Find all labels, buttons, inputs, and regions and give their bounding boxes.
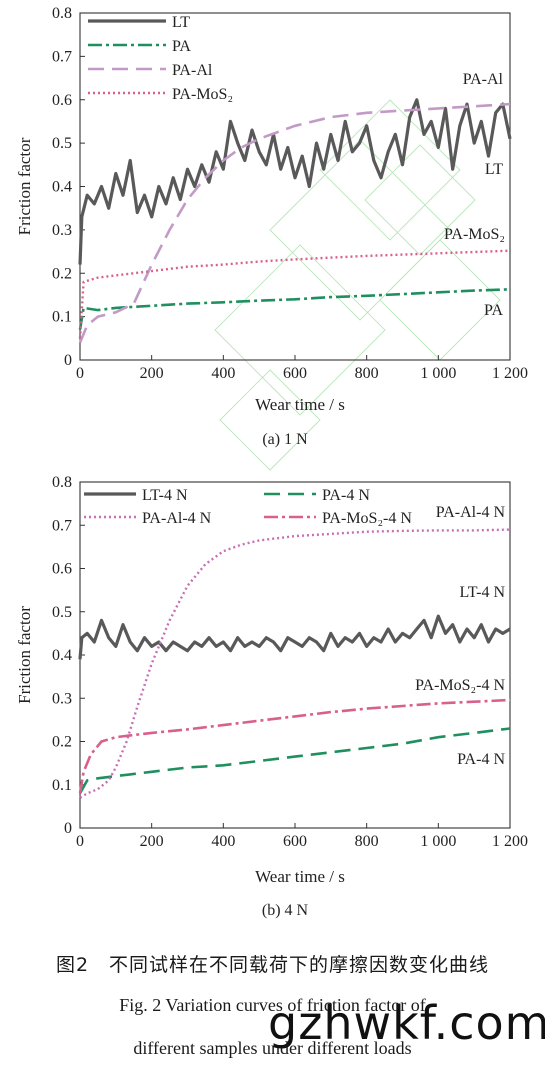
x-tick-label: 600: [283, 365, 307, 382]
series-line-pa: [78, 288, 511, 330]
figure-caption-chinese: 图2 不同试样在不同载荷下的摩擦因数变化曲线: [55, 954, 490, 976]
curve-label: PA-MoS₂-4 N: [415, 677, 505, 694]
legend-label: PA-Al: [172, 62, 213, 79]
curve-label: PA: [484, 302, 503, 319]
watermark-diamond: [269, 139, 451, 321]
y-tick-label: 0.8: [52, 474, 72, 491]
y-tick-label: 0.2: [52, 265, 72, 282]
chart-panel-4N: 0 0.1 0.2 0.3 0.4 0.5 0.6 0.7 0.8 0 200 400 600 800 1 …: [15, 474, 528, 919]
y-tick-label: 0.5: [52, 135, 72, 152]
panel-label: (b) 4 N: [262, 902, 309, 919]
y-axis-title: Friction factor: [15, 606, 34, 704]
legend-label: PA-Al-4 N: [142, 510, 212, 527]
y-tick-label: 0.8: [52, 5, 72, 22]
legend-label: PA: [172, 38, 191, 55]
series-line-lt: [78, 614, 511, 660]
watermark-text: gzhwkf.com: [268, 996, 545, 1050]
legend-label: PA-MoS₂-4 N: [322, 510, 412, 527]
watermark-diamond: [214, 244, 386, 416]
y-tick-label: 0.7: [52, 517, 72, 534]
x-tick-label: 1 200: [492, 365, 528, 382]
curve-label: LT-4 N: [460, 584, 506, 601]
x-axis-title: Wear time / s: [255, 867, 345, 886]
x-tick-label: 800: [355, 365, 379, 382]
y-tick-label: 0: [64, 820, 72, 837]
y-tick-label: 0.4: [52, 647, 72, 664]
y-tick-label: 0.2: [52, 734, 72, 751]
y-tick-label: 0.4: [52, 179, 72, 196]
y-tick-label: 0.3: [52, 222, 72, 239]
curve-label: PA-4 N: [457, 751, 505, 768]
y-tick-label: 0.5: [52, 604, 72, 621]
plot-frame: [79, 12, 511, 361]
panel-label: (a) 1 N: [262, 431, 308, 448]
legend-label: LT: [172, 14, 190, 31]
curve-label: PA-Al-4 N: [436, 504, 506, 521]
legend-label: PA-MoS₂: [172, 86, 233, 103]
y-tick-label: 0.1: [52, 777, 72, 794]
x-tick-label: 0: [76, 365, 84, 382]
x-tick-label: 400: [211, 833, 235, 850]
x-tick-label: 600: [283, 833, 307, 850]
legend-label: PA-4 N: [322, 487, 370, 504]
series-line-pa-mos2-4n: [78, 698, 511, 794]
legend-label: LT-4 N: [142, 487, 188, 504]
y-tick-label: 0.7: [52, 48, 72, 65]
series-line-lt: [78, 98, 512, 265]
x-axis-title: Wear time / s: [255, 395, 345, 414]
watermark-diamond: [379, 239, 501, 361]
x-tick-label: 1 200: [492, 833, 528, 850]
y-tick-label: 0.3: [52, 690, 72, 707]
y-tick-label: 0.6: [52, 561, 72, 578]
y-tick-label: 0: [64, 352, 72, 369]
y-axis-title: Friction factor: [15, 137, 34, 235]
x-tick-label: 0: [76, 833, 84, 850]
chart-panel-1N: 0 0.1 0.2 0.3 0.4 0.5 0.6 0.7 0.8 0 200 400 600 800 1 …: [15, 5, 528, 448]
figure-caption-english-line2: different samples under different loads: [133, 1038, 412, 1058]
y-tick-label: 0.1: [52, 309, 72, 326]
plot-frame: [79, 481, 511, 829]
x-tick-label: 200: [140, 365, 164, 382]
series-line-pa-al: [78, 102, 511, 344]
x-tick-label: 800: [355, 833, 379, 850]
watermark-diamond: [364, 144, 476, 256]
x-tick-label: 1 000: [420, 365, 456, 382]
x-tick-label: 1 000: [420, 833, 456, 850]
curve-label: PA-MoS₂: [444, 226, 505, 243]
watermark-decoration: [214, 99, 501, 471]
figure: 0 0.1 0.2 0.3 0.4 0.5 0.6 0.7 0.8 0 200 400 600 800 1 …: [15, 5, 528, 919]
y-tick-label: 0.6: [52, 92, 72, 109]
series-line-pa: [78, 727, 511, 795]
x-tick-label: 200: [140, 833, 164, 850]
x-tick-label: 400: [211, 365, 235, 382]
curve-label: LT: [485, 161, 503, 178]
figure-caption-english-line1: Fig. 2 Variation curves of friction fact…: [119, 995, 426, 1015]
watermark-diamond: [219, 369, 321, 471]
series-line-pa-mos2: [78, 249, 511, 339]
curve-label: PA-Al: [463, 71, 504, 88]
